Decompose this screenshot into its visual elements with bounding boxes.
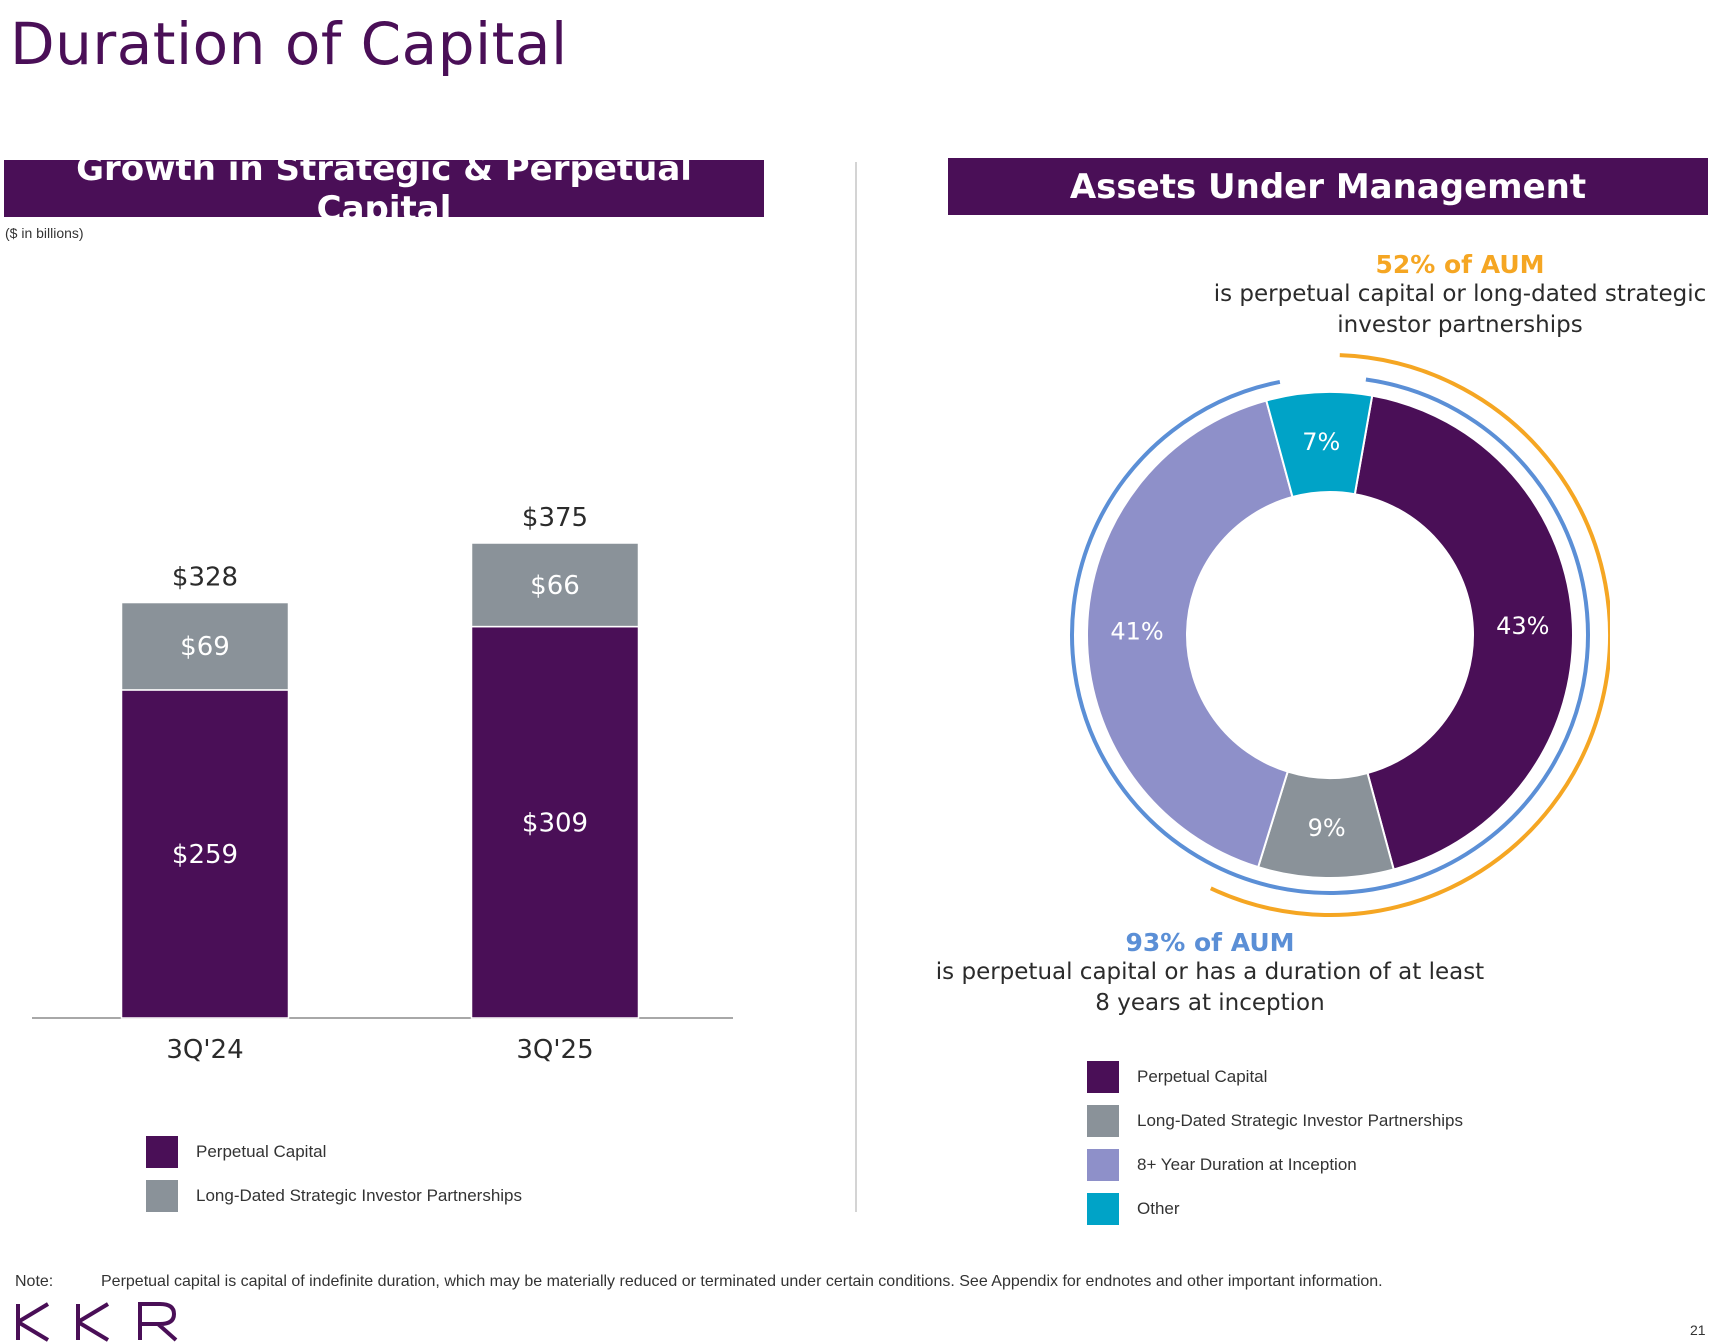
legend-item-perpetual: Perpetual Capital [1087, 1055, 1463, 1099]
bar-data-label: $69 [180, 632, 230, 662]
bar-data-label: $66 [530, 571, 580, 601]
units-note: ($ in billions) [5, 225, 84, 241]
legend-item-long-dated: Long-Dated Strategic Investor Partnershi… [1087, 1099, 1463, 1143]
footer-note-label: Note: [15, 1273, 54, 1290]
footer-note: Note: Perpetual capital is capital of in… [15, 1273, 1383, 1291]
orange-arc [1209, 353, 1610, 917]
callout-bottom-highlight: 93% of AUM [1125, 928, 1295, 957]
legend-label: Other [1137, 1199, 1180, 1218]
callout-top-highlight: 52% of AUM [1375, 250, 1545, 279]
donut-chart: 43% 9% 41% 7% [1070, 353, 1610, 917]
donut-slice-3 [1265, 391, 1374, 499]
blue-arc [1070, 377, 1590, 895]
legend-label: Long-Dated Strategic Investor Partnershi… [196, 1186, 523, 1205]
bar-total-label: $328 [172, 563, 238, 593]
callout-bottom-text: is perpetual capital or has a duration o… [935, 959, 1485, 1016]
donut-slice-label: 41% [1110, 618, 1163, 646]
footer-note-text: Perpetual capital is capital of indefini… [101, 1273, 1383, 1290]
bar-chart: $259 $69 $328 3Q'24 $309 $66 $375 3Q'25 [32, 503, 733, 1065]
legend-swatch-long-dated [146, 1180, 178, 1212]
callout-bottom: 93% of AUM is perpetual capital or has a… [930, 928, 1490, 1019]
bar-long-dated-0 [120, 601, 290, 691]
legend-label: 8+ Year Duration at Inception [1137, 1155, 1357, 1174]
bar-data-label: $309 [522, 808, 588, 838]
donut-slice-0 [1353, 394, 1574, 871]
donut-slice-2 [1086, 399, 1294, 869]
legend-item-long-dated: Long-Dated Strategic Investor Partnershi… [146, 1174, 522, 1218]
x-tick-label: 3Q'25 [516, 1035, 593, 1065]
legend-swatch-eight-year [1087, 1149, 1119, 1181]
legend-item-eight-year: 8+ Year Duration at Inception [1087, 1143, 1463, 1187]
donut-slice-label: 7% [1302, 428, 1340, 456]
bar-long-dated-1 [470, 542, 640, 628]
bar-total-label: $375 [522, 503, 588, 533]
left-panel-title: Growth in Strategic & Perpetual Capital [4, 149, 764, 229]
legend-label: Long-Dated Strategic Investor Partnershi… [1137, 1111, 1464, 1130]
page-title: Duration of Capital [10, 10, 568, 78]
bar-perpetual-0 [120, 689, 290, 1019]
legend-item-other: Other [1087, 1187, 1463, 1231]
legend-label: Perpetual Capital [1137, 1067, 1268, 1086]
kkr-logo [16, 1302, 178, 1342]
legend-swatch-other [1087, 1193, 1119, 1225]
legend-item-perpetual: Perpetual Capital [146, 1130, 522, 1174]
legend-swatch-perpetual [146, 1136, 178, 1168]
callout-top: 52% of AUM is perpetual capital or long-… [1190, 250, 1710, 341]
donut-slice-label: 9% [1308, 814, 1346, 842]
legend-swatch-perpetual [1087, 1061, 1119, 1093]
legend-swatch-long-dated [1087, 1105, 1119, 1137]
x-tick-label: 3Q'24 [166, 1035, 243, 1065]
page-number: 21 [1690, 1322, 1706, 1338]
callout-top-text: is perpetual capital or long-dated strat… [1213, 281, 1707, 338]
legend-label: Perpetual Capital [196, 1142, 327, 1161]
bar-chart-legend: Perpetual Capital Long-Dated Strategic I… [146, 1130, 522, 1218]
right-panel-title: Assets Under Management [948, 158, 1708, 215]
bar-perpetual-1 [470, 625, 640, 1019]
bar-data-label: $259 [172, 840, 238, 870]
donut-slice-label: 43% [1496, 612, 1549, 640]
donut-chart-legend: Perpetual Capital Long-Dated Strategic I… [1087, 1055, 1463, 1231]
panel-divider [855, 162, 857, 1212]
